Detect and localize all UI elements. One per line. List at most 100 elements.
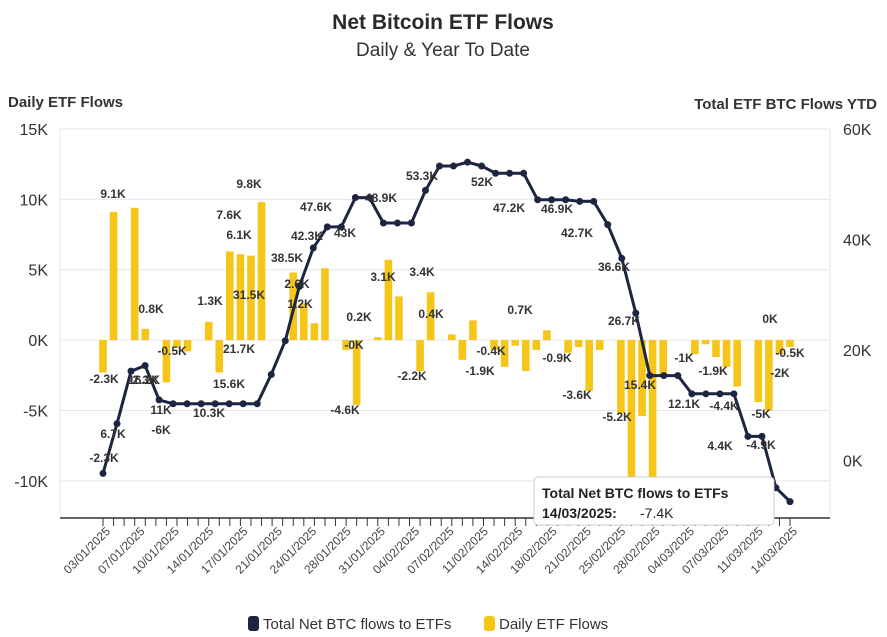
- daily-flow-bar: [416, 340, 424, 372]
- data-label: 4.4K: [707, 439, 733, 453]
- total-flow-point: [674, 372, 682, 380]
- daily-flow-bar: [733, 340, 741, 387]
- data-label: 6.1K: [226, 228, 252, 242]
- total-flow-point: [435, 162, 443, 170]
- daily-flow-bar: [447, 334, 456, 341]
- total-flow-point: [141, 362, 149, 370]
- daily-flow-bar: [183, 340, 192, 352]
- data-label: 0K: [762, 312, 778, 326]
- daily-flow-bar: [521, 340, 530, 372]
- total-flow-point: [211, 400, 219, 408]
- data-label: 47.2K: [493, 201, 525, 215]
- total-flow-point: [127, 367, 135, 375]
- total-flow-point: [379, 219, 387, 227]
- data-label: -1.9K: [698, 364, 728, 378]
- data-label: -4.6K: [330, 403, 360, 417]
- data-label: -2.3K: [89, 372, 119, 386]
- daily-flow-bar: [204, 321, 213, 341]
- daily-flow-bar: [490, 340, 498, 350]
- data-label: 52K: [471, 175, 493, 189]
- data-label: -5K: [751, 407, 771, 421]
- daily-flow-bar: [109, 212, 118, 341]
- total-flow-point: [646, 372, 654, 380]
- data-label: 15.6K: [213, 377, 245, 391]
- total-flow-point: [309, 244, 317, 252]
- daily-flow-bar: [141, 328, 150, 341]
- daily-flow-bar: [627, 340, 636, 481]
- total-flow-point: [155, 396, 163, 404]
- daily-flow-bar: [162, 340, 171, 383]
- total-flow-point: [492, 169, 500, 177]
- total-flow-point: [562, 196, 570, 204]
- total-flow-point: [183, 400, 191, 408]
- data-label: 42.7K: [561, 226, 593, 240]
- daily-flow-bar: [226, 251, 234, 341]
- total-flow-point: [604, 221, 612, 229]
- total-flow-point: [365, 194, 373, 202]
- legend-line-label[interactable]: Total Net BTC flows to ETFs: [263, 616, 451, 633]
- data-label: -2.3K: [89, 451, 119, 465]
- daily-flow-bar: [130, 207, 139, 341]
- total-flow-point: [464, 158, 472, 166]
- total-flow-point: [730, 390, 738, 398]
- total-flow-point: [267, 370, 275, 378]
- daily-flow-bar: [300, 303, 308, 341]
- legend-bar-swatch[interactable]: [484, 616, 495, 631]
- daily-flow-bar: [469, 320, 477, 341]
- data-label: -3.6K: [562, 388, 592, 402]
- daily-flow-bar: [564, 340, 572, 353]
- total-flow-point: [351, 194, 359, 202]
- data-label: -4.9K: [746, 438, 776, 452]
- daily-flow-bar: [247, 255, 255, 341]
- data-label: -2K: [770, 366, 790, 380]
- daily-flow-bar: [574, 340, 583, 348]
- data-label: 1.2K: [287, 297, 313, 311]
- data-label: 10.3K: [193, 406, 225, 420]
- daily-flow-bar: [765, 340, 773, 411]
- tooltip-value: -7.4K: [640, 505, 674, 521]
- total-flow-point: [632, 309, 640, 317]
- daily-flow-bar: [236, 254, 245, 341]
- total-flow-point: [576, 197, 584, 205]
- tooltip-date: 14/03/2025:: [542, 505, 617, 521]
- daily-flow-bar: [786, 340, 794, 348]
- daily-flow-bar: [659, 340, 667, 374]
- total-flow-point: [197, 400, 205, 408]
- data-label: 3.4K: [409, 265, 435, 279]
- daily-flow-bar: [99, 340, 107, 373]
- left-tick-label: 5K: [28, 263, 48, 280]
- left-tick-label: 15K: [20, 122, 49, 139]
- daily-flow-bar: [595, 340, 604, 350]
- daily-flow-bar: [342, 340, 350, 350]
- total-flow-point: [744, 432, 752, 440]
- total-flow-point: [337, 223, 345, 231]
- right-tick-label: 0K: [843, 454, 863, 471]
- data-label: 0.2K: [346, 310, 372, 324]
- daily-flow-bar: [373, 337, 382, 341]
- x-axis: 03/01/202507/01/202510/01/202514/01/2025…: [60, 517, 830, 577]
- legend-line-swatch[interactable]: [248, 616, 259, 631]
- legend-bar-label[interactable]: Daily ETF Flows: [499, 616, 608, 633]
- data-label: -4.4K: [709, 399, 739, 413]
- left-tick-label: 0K: [28, 333, 48, 350]
- data-label: 6.7K: [100, 427, 126, 441]
- data-label: -2.3K: [128, 373, 158, 387]
- right-axis-title: Total ETF BTC Flows YTD: [694, 96, 877, 113]
- total-flow-point: [702, 390, 710, 398]
- data-label: -0.4K: [476, 344, 506, 358]
- data-label: -0K: [344, 338, 364, 352]
- legend[interactable]: Total Net BTC flows to ETFs Daily ETF Fl…: [248, 616, 608, 633]
- data-label: 42.3K: [291, 229, 323, 243]
- data-label: 9.8K: [236, 177, 262, 191]
- chart-title: Net Bitcoin ETF Flows: [332, 11, 554, 34]
- data-label: 43K: [334, 226, 356, 240]
- daily-flow-bar: [617, 340, 625, 414]
- total-flow-point: [113, 420, 121, 428]
- daily-flow-bar: [532, 340, 541, 350]
- gridlines: [59, 128, 831, 516]
- data-label: 16.2K: [128, 373, 160, 387]
- total-flow-point: [716, 390, 724, 398]
- total-flow-line: [99, 158, 794, 506]
- left-tick-label: -5K: [23, 403, 48, 420]
